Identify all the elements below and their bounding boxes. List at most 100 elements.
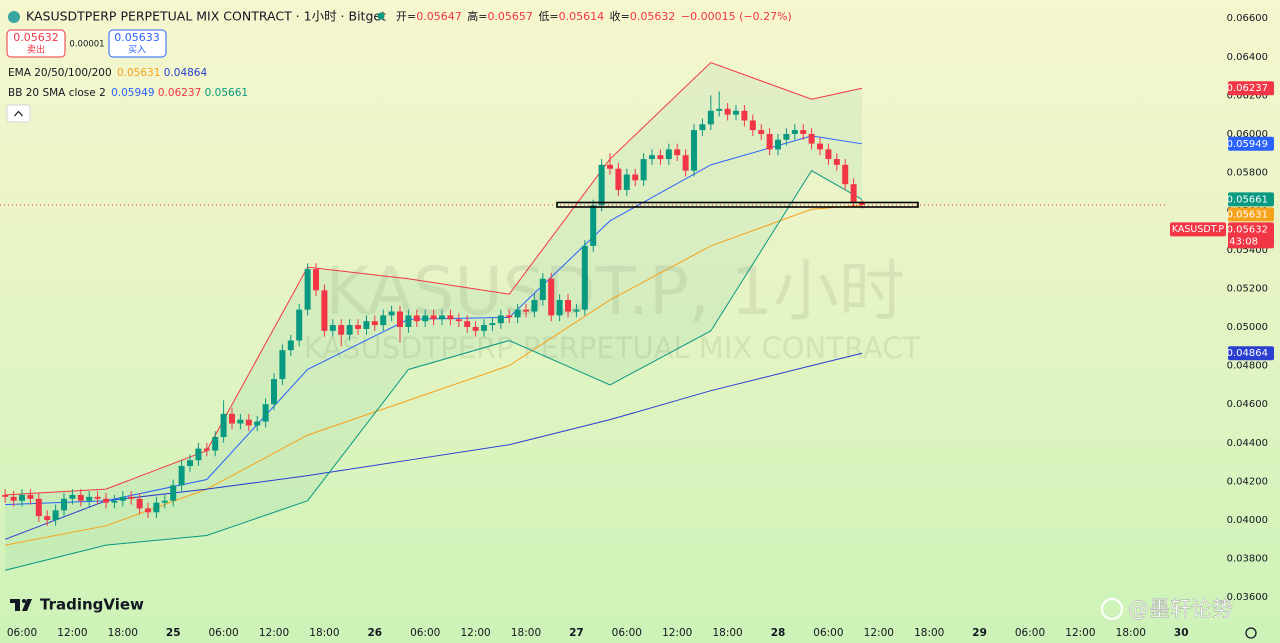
price-tag xyxy=(1228,81,1274,96)
candle-body xyxy=(212,437,219,451)
candle-body xyxy=(229,413,236,424)
candle-body xyxy=(178,465,185,486)
candle-body xyxy=(565,299,572,312)
symbol-tag xyxy=(1170,222,1226,237)
price-tag xyxy=(1228,136,1274,151)
candle-body xyxy=(598,164,605,206)
candle-body xyxy=(859,202,866,205)
candle-body xyxy=(497,315,504,324)
x-tick-label: 18:00 xyxy=(914,627,944,639)
buy-price[interactable]: 0.05633 xyxy=(114,31,160,44)
ohlc-label: 高= xyxy=(467,9,487,23)
x-tick-label: 06:00 xyxy=(1015,627,1045,639)
x-tick-label: 18:00 xyxy=(712,627,742,639)
candle-body xyxy=(539,278,546,300)
candle-body xyxy=(455,319,462,322)
candle-body xyxy=(304,269,311,310)
candle-body xyxy=(733,110,740,115)
indicator-line xyxy=(5,61,863,496)
buy-label[interactable]: 买入 xyxy=(128,45,146,56)
candle-body xyxy=(413,315,420,322)
candle-body xyxy=(2,494,9,497)
candle-body xyxy=(161,500,168,503)
y-tick-label: 0.06400 xyxy=(1227,52,1268,63)
candle-body xyxy=(775,139,782,150)
buy-button[interactable]: 0.05633 买入 xyxy=(108,29,167,58)
settings-icon[interactable] xyxy=(1245,627,1257,639)
candle-body xyxy=(783,133,790,140)
x-tick-label: 18:00 xyxy=(108,627,138,639)
x-tick-label: 06:00 xyxy=(612,627,642,639)
collapse-icon[interactable] xyxy=(14,110,23,117)
candle-body xyxy=(640,159,647,181)
price-tag xyxy=(1228,346,1274,361)
sell-price[interactable]: 0.05632 xyxy=(13,31,59,44)
x-tick-label: 12:00 xyxy=(864,627,894,639)
y-tick-label: 0.04800 xyxy=(1227,361,1268,372)
candle-body xyxy=(833,159,840,165)
x-tick-label: 28 xyxy=(771,627,786,639)
price-tag xyxy=(1228,222,1274,249)
candle-body xyxy=(430,315,437,320)
credit-text: @墨轩论势 xyxy=(1128,597,1233,621)
collapse-button[interactable] xyxy=(6,104,31,123)
sell-box[interactable] xyxy=(6,29,66,58)
price-tags: 0.06237 0.05949 0.05661 0.05631 0.0563243:08… xyxy=(1170,81,1274,361)
legend-value: 0.04864 xyxy=(164,67,208,79)
indicator-line xyxy=(5,169,863,571)
x-tick-label: 29 xyxy=(972,627,987,639)
y-tick-label: 0.05800 xyxy=(1227,168,1268,179)
sell-button[interactable]: 0.05632 卖出 xyxy=(6,29,66,58)
candle-body xyxy=(808,133,815,144)
legend-title: EMA 20/50/100/200 xyxy=(8,67,112,79)
candle-body xyxy=(170,485,177,501)
buy-box[interactable] xyxy=(108,29,167,58)
candle-body xyxy=(800,130,807,134)
indicator-line xyxy=(5,352,863,540)
legend-value: 0.05631 xyxy=(117,67,160,79)
candle-body xyxy=(237,419,244,424)
logo-text: TradingView xyxy=(40,596,144,614)
y-tick-label: 0.05200 xyxy=(1227,283,1268,294)
candle-body xyxy=(657,155,664,160)
ohlc-value: 0.05657 xyxy=(487,10,533,23)
y-tick-label: 0.06000 xyxy=(1227,129,1268,140)
symbol-tag-label: KASUSDT.P xyxy=(1172,224,1225,235)
ohlc-value: 0.05632 xyxy=(630,10,676,23)
countdown: 43:08 xyxy=(1229,236,1258,247)
candle-body xyxy=(758,130,765,134)
candle-body xyxy=(254,421,261,426)
x-tick-label: 25 xyxy=(166,627,181,639)
price-tag-label: 0.06237 xyxy=(1227,83,1268,94)
candle-body xyxy=(447,315,454,320)
tv-logo-dot xyxy=(22,599,26,603)
y-tick-label: 0.04600 xyxy=(1227,399,1268,410)
x-tick-label: 06:00 xyxy=(410,627,440,639)
ohlc-value: 0.05614 xyxy=(559,10,605,23)
ohlc-value: 0.05647 xyxy=(416,10,462,23)
legend-value: 0.06237 xyxy=(158,87,201,99)
candle-body xyxy=(405,315,412,327)
watermark-sub: KASUSDTPERP PERPETUAL MIX CONTRACT xyxy=(304,331,921,365)
candle-body xyxy=(506,315,513,318)
candle-body xyxy=(145,508,152,513)
collapse-box[interactable] xyxy=(6,104,31,123)
sell-label[interactable]: 卖出 xyxy=(27,44,45,56)
axes: 0.06600 0.06400 0.06200 0.06000 0.05800 0.056… xyxy=(7,13,1268,639)
candle-body xyxy=(817,143,824,150)
indicator-legend: EMA 20/50/100/200 0.05631 0.04864 xyxy=(8,67,207,79)
y-tick-label: 0.04000 xyxy=(1227,515,1268,526)
candle-body xyxy=(850,184,857,203)
candle-body xyxy=(321,290,328,331)
ohlc: 开=0.05647 高=0.05657 低=0.05614 收=0.05632 … xyxy=(396,9,792,23)
candle-body xyxy=(10,496,17,501)
price-tag-label: 0.04864 xyxy=(1227,348,1268,359)
spread: 0.00001 xyxy=(69,40,104,50)
price-tag xyxy=(1228,192,1274,207)
status-dot xyxy=(377,12,385,20)
candle-body xyxy=(724,108,731,115)
settings-gear[interactable] xyxy=(1245,627,1257,639)
candle-body xyxy=(262,404,269,422)
credit: @墨轩论势 xyxy=(1101,597,1233,621)
x-tick-label: 12:00 xyxy=(57,627,87,639)
